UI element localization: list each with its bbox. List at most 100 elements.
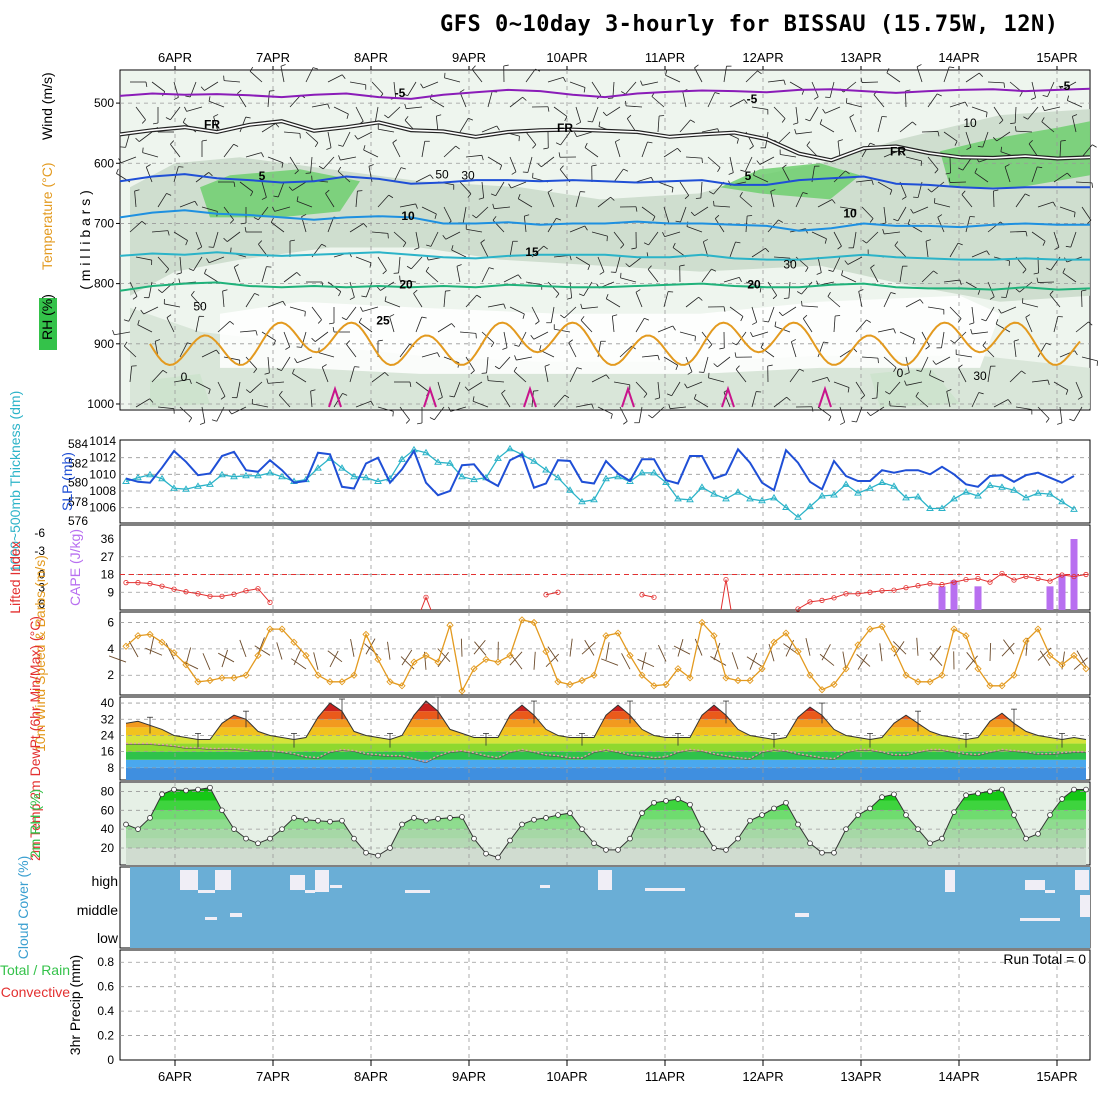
wind-speed-point — [782, 629, 790, 637]
contour-label: FR — [204, 117, 220, 131]
wind-barb — [280, 66, 285, 83]
wind-barb-flag — [233, 143, 239, 147]
wind-barb-flag — [763, 320, 769, 323]
wind-barb-flag — [862, 239, 867, 244]
wind-barb-flag — [605, 374, 610, 379]
wind-barb — [685, 356, 693, 372]
wind-barb-flag — [1042, 241, 1046, 246]
wind-speed-point — [686, 674, 694, 682]
rh-point — [387, 845, 393, 851]
wind-speed-point — [482, 655, 490, 664]
rh-point — [831, 849, 837, 856]
wind-barb — [937, 217, 945, 233]
wind-barb-flag — [321, 243, 327, 247]
wind-barb-flag — [208, 172, 213, 177]
slp-tick: 1008 — [89, 484, 116, 498]
wind-barb — [985, 306, 995, 322]
wind-barb-flag — [893, 367, 897, 372]
wind-barb — [839, 406, 846, 423]
wind-barb — [745, 216, 748, 233]
wind-barb — [456, 266, 461, 283]
li-point — [939, 582, 945, 588]
bottom-date-label: 7APR — [256, 1069, 290, 1084]
wind-barb — [789, 81, 805, 91]
wind-barb-flag — [326, 147, 332, 150]
wind-barb-flag — [986, 250, 990, 256]
wind-speed-line — [125, 619, 1087, 693]
wind-barb — [374, 106, 379, 123]
wind-barb — [245, 293, 255, 308]
wind-speed-point — [758, 665, 766, 673]
thickness-point — [758, 496, 766, 504]
wind-barb — [377, 406, 394, 412]
cape-bar — [938, 586, 946, 610]
slp-tick: 1014 — [89, 434, 116, 448]
thickness-point — [506, 444, 514, 452]
wind-barb — [626, 118, 637, 133]
wind-barb — [987, 366, 991, 383]
wind-barb-flag — [1021, 370, 1026, 375]
wind-barb — [472, 400, 489, 408]
cape-tick: 9 — [107, 585, 114, 599]
wind-barb — [453, 381, 461, 398]
wind-barb-flag — [229, 320, 235, 325]
wind-speed-point — [914, 678, 922, 686]
thickness-point — [722, 494, 730, 502]
wind-barb — [1022, 302, 1039, 308]
wind-barb-flag — [185, 95, 191, 98]
wind-barb-flag — [937, 214, 943, 218]
wind-barb-flag — [703, 239, 708, 243]
wind-barb — [965, 216, 971, 233]
wind-barb — [892, 641, 907, 655]
wind-barb-flag — [496, 125, 500, 131]
wind-barb — [415, 231, 420, 248]
bottom-date-label: 9APR — [452, 1069, 486, 1084]
wind-barb — [635, 318, 645, 333]
wind-speed-point — [602, 632, 610, 640]
wind-barb — [554, 328, 571, 333]
wind-barb-flag — [866, 319, 871, 323]
wind-barb-flag — [915, 392, 919, 397]
wind-barb-flag — [805, 118, 811, 122]
wind-barb — [355, 256, 372, 264]
wind-barb — [267, 356, 270, 373]
wind-barb-flag — [165, 117, 171, 121]
wind-barb — [905, 90, 907, 108]
wind-barb — [569, 81, 586, 88]
wind-barb — [363, 149, 379, 158]
wind-barb — [249, 381, 263, 394]
wind-barb — [921, 270, 934, 283]
wind-barb — [157, 193, 167, 208]
wind-barb — [641, 652, 647, 670]
wind-barb — [883, 150, 899, 158]
wind-barb — [1028, 143, 1039, 158]
wind-barb — [856, 654, 871, 667]
wind-barb — [877, 181, 893, 191]
wind-barb-flag — [222, 289, 228, 292]
wind-barb — [327, 650, 343, 663]
rh-point — [771, 805, 777, 812]
wind-barb — [921, 131, 939, 133]
wind-barb — [897, 206, 907, 222]
wind-barb — [553, 106, 568, 117]
isotherm-30-mark — [621, 385, 635, 408]
wind-barb — [135, 106, 146, 121]
wind-barb — [788, 281, 791, 298]
wind-speed-point — [1082, 665, 1090, 673]
wind-speed-point — [638, 671, 646, 679]
wind-barb-flag — [767, 364, 773, 367]
wind-barb-flag — [494, 365, 500, 370]
wind-barb — [929, 652, 943, 666]
contour-label: 30 — [461, 169, 475, 183]
wind-barb-flag — [757, 70, 762, 75]
wind-barb-flag — [142, 147, 144, 153]
wind-barb-flag — [693, 393, 697, 399]
contour-label: 50 — [193, 300, 207, 314]
rh-point — [411, 815, 417, 821]
wind-barb — [249, 70, 263, 83]
wind-barb-flag — [206, 258, 210, 263]
wind-barb-flag — [132, 296, 138, 300]
wind-barb-flag — [1092, 144, 1097, 148]
wind-barb — [305, 67, 314, 83]
wind-speed-point — [314, 671, 322, 679]
